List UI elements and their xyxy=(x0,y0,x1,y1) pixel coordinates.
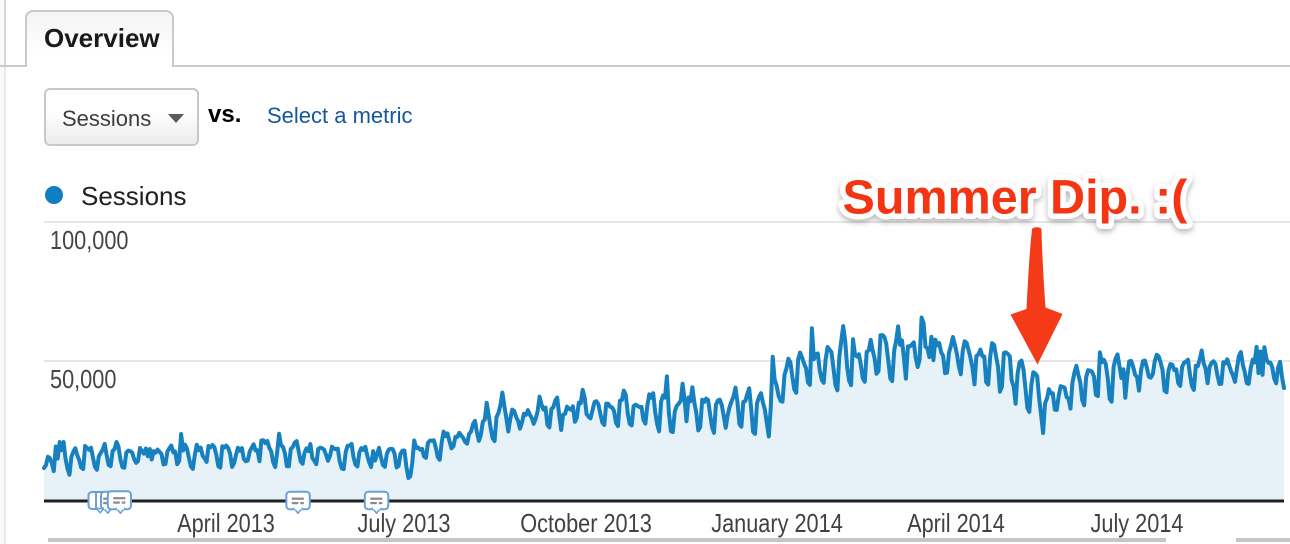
svg-text:Summer Dip. :(: Summer Dip. :( xyxy=(843,171,1189,225)
